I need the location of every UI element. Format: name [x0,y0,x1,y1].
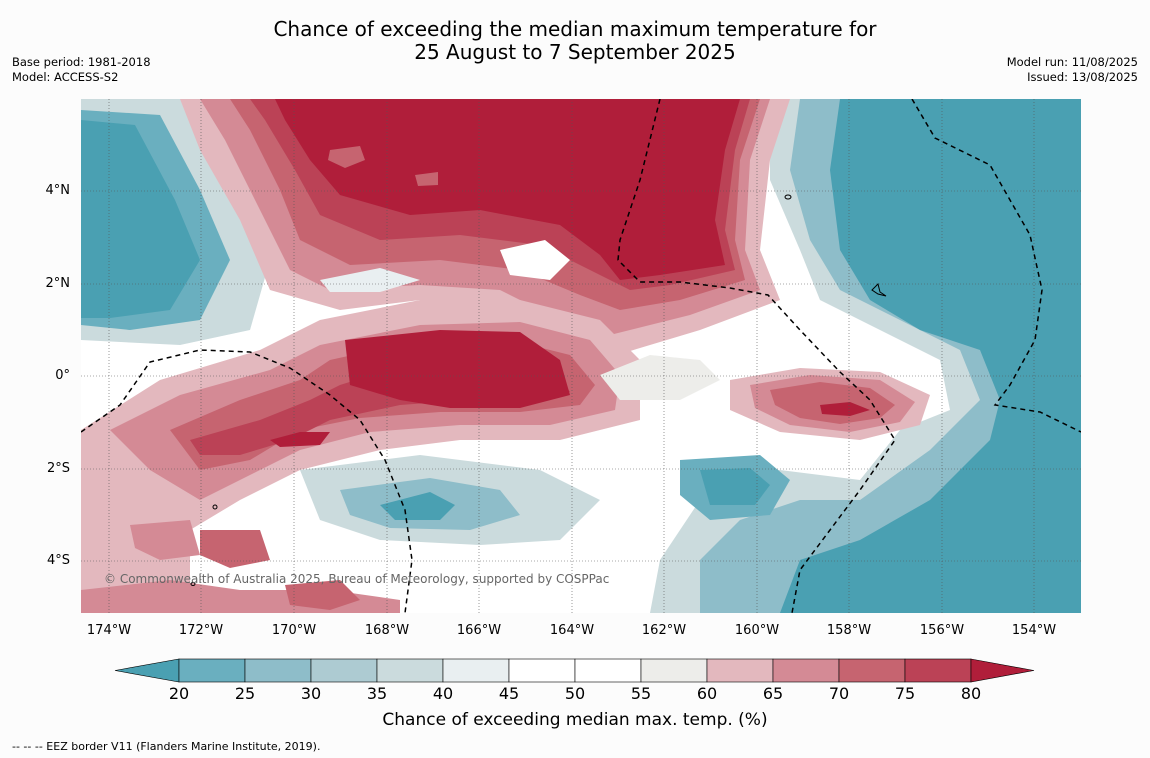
colorbar-tick-label: 35 [366,684,388,703]
title-line-2: 25 August to 7 September 2025 [414,40,736,64]
eez-borders [81,99,1081,613]
warm-region-central [345,330,570,408]
colorbar [114,658,1035,683]
neutral-patch [500,240,570,280]
cool-region-west [81,120,200,318]
meta-left: Base period: 1981-2018 Model: ACCESS-S2 [12,55,151,85]
colorbar-tick-label: 80 [960,684,982,703]
colorbar-swatch [310,658,378,683]
colorbar-swatch [508,658,576,683]
colorbar-tick-label: 25 [234,684,256,703]
lon-label: 160°W [734,623,780,638]
eez-border [81,349,413,613]
warm-region-southwest [200,530,270,568]
base-period: Base period: 1981-2018 [12,55,151,69]
colorbar-swatch [178,658,246,683]
colorbar-swatch [904,658,972,683]
lat-label: 0° [55,368,70,383]
colorbar-tick-label: 60 [696,684,718,703]
lat-label: 2°S [46,461,70,476]
colorbar-swatch [244,658,312,683]
eez-border [617,99,896,613]
colorbar-swatch [442,658,510,683]
colorbar-swatch [838,658,906,683]
cool-region-south [380,492,455,520]
lon-label: 170°W [271,623,317,638]
islands [190,194,887,586]
colorbar-tick-label: 55 [630,684,652,703]
colorbar-swatch [574,658,642,683]
warm-region-central [270,432,330,447]
warm-region-north [415,172,438,186]
colorbar-swatch [706,658,774,683]
neutral-patch [320,268,420,292]
footnote: -- -- -- EEZ border V11 (Flanders Marine… [12,740,321,753]
island [871,283,887,297]
warm-anomalies [81,99,930,613]
island [784,194,792,200]
lon-label: 166°W [456,623,502,638]
colorbar-label: Chance of exceeding median max. temp. (%… [382,710,768,730]
model-run: Model run: 11/08/2025 [1006,55,1138,69]
colorbar-tick-label: 45 [498,684,520,703]
island [190,582,196,586]
island [212,504,218,510]
colorbar-extend-high [970,658,1035,683]
warm-region-north [275,99,740,280]
map-title: Chance of exceeding the median maximum t… [0,18,1150,64]
warm-region-north [328,146,365,168]
lat-label: 4°S [46,553,70,568]
map-area [81,99,1081,613]
eez-border [911,99,1081,433]
issued-date: Issued: 13/08/2025 [1027,70,1138,84]
colorbar-tick-label: 20 [168,684,190,703]
lon-label: 172°W [178,623,224,638]
colorbar-tick-label: 50 [564,684,586,703]
cool-region-south [700,468,770,505]
warm-region-southwest [130,520,200,560]
colorbar-swatch [376,658,444,683]
cool-region-east [780,99,1081,613]
lon-label: 168°W [364,623,410,638]
warm-region-east [820,402,870,416]
lon-label: 154°W [1011,623,1057,638]
model-name: Model: ACCESS-S2 [12,70,119,84]
colorbar-extend-low [114,658,180,683]
meta-right: Model run: 11/08/2025 Issued: 13/08/2025 [1007,55,1138,85]
neutral-patches [320,240,720,400]
colorbar-tick-label: 30 [300,684,322,703]
colorbar-tick-label: 75 [894,684,916,703]
colorbar-tick-label: 40 [432,684,454,703]
colorbar-tick-label: 65 [762,684,784,703]
lon-label: 174°W [86,623,132,638]
copyright-text: © Commonwealth of Australia 2025, Bureau… [104,572,610,586]
lat-label: 4°N [45,183,71,198]
lon-label: 156°W [919,623,965,638]
warm-region-southwest [285,580,360,610]
lat-label: 2°N [45,276,71,291]
lon-label: 162°W [641,623,687,638]
warm-region-east [770,382,895,424]
lon-label: 164°W [549,623,595,638]
colorbar-swatch [772,658,840,683]
lon-label: 158°W [826,623,872,638]
neutral-patch [600,355,720,400]
title-line-1: Chance of exceeding the median maximum t… [273,17,877,41]
colorbar-tick-label: 70 [828,684,850,703]
colorbar-swatch [640,658,708,683]
